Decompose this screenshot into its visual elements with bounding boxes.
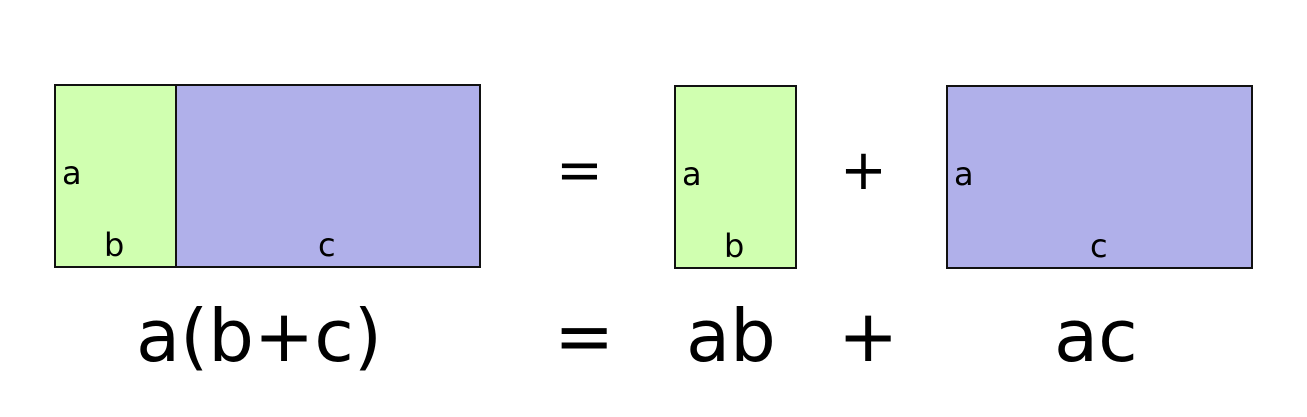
- right-side-label-a: a: [954, 155, 974, 193]
- middle-bottom-label-b: b: [724, 227, 745, 265]
- left-bottom-label-b: b: [104, 226, 125, 264]
- rect-a-by-c: [946, 85, 1253, 269]
- formula-left: a(b+c): [136, 294, 382, 378]
- formula-equals: =: [554, 294, 615, 378]
- plus-sign-shapes: +: [840, 138, 887, 203]
- right-bottom-label-c: c: [1090, 227, 1108, 265]
- equals-sign-shapes: =: [556, 138, 603, 203]
- rect-a-by-c-left: [175, 84, 481, 268]
- formula-middle: ab: [686, 294, 776, 378]
- middle-side-label-a: a: [682, 155, 702, 193]
- left-side-label-a: a: [62, 154, 82, 192]
- formula-plus: +: [838, 294, 899, 378]
- formula-right: ac: [1054, 294, 1138, 378]
- rect-a-by-b: [674, 85, 797, 269]
- rect-a-by-b-left: [54, 84, 177, 268]
- left-bottom-label-c: c: [318, 226, 336, 264]
